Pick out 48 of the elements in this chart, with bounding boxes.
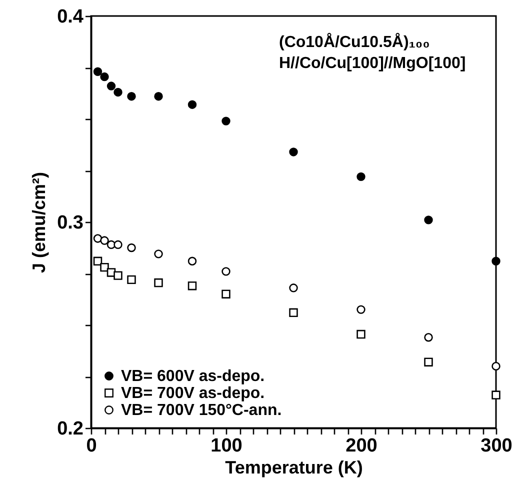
point	[222, 290, 230, 298]
y-axis-title: J (emu/cm²)	[29, 172, 50, 274]
point	[127, 92, 136, 101]
x-tick-label: 200	[346, 436, 378, 456]
point	[222, 267, 230, 276]
annotation: (Co10Å/Cu10.5Å)₁₀₀	[279, 32, 430, 51]
point	[100, 236, 109, 245]
y-tick-label: 0.4	[57, 6, 84, 28]
point	[154, 92, 163, 101]
point	[114, 88, 122, 97]
x-axis-title: Temperature (K)	[225, 458, 363, 478]
point	[289, 308, 298, 317]
x-tick-label: 100	[210, 436, 242, 456]
point	[356, 305, 366, 314]
y-tick-label: 0.3	[57, 212, 84, 234]
point	[424, 333, 433, 342]
point	[222, 116, 230, 126]
point	[289, 284, 298, 292]
x-tick-label: 300	[480, 436, 512, 456]
point	[114, 240, 122, 250]
point	[188, 256, 197, 266]
point	[93, 67, 102, 76]
point	[127, 275, 136, 284]
point	[127, 243, 136, 252]
annotation: H//Co/Cu[100]//MgO[100]	[279, 55, 466, 72]
y-tick-label: 0.2	[57, 418, 84, 440]
legend-label: VB= 700V 150°C-ann.	[121, 402, 282, 419]
point	[93, 256, 102, 266]
point	[93, 234, 102, 243]
point	[424, 216, 433, 224]
legend-label: VB= 700V as-depo.	[121, 385, 265, 402]
point	[356, 172, 366, 182]
point	[100, 262, 109, 272]
point	[106, 82, 116, 90]
point	[188, 282, 197, 290]
point	[154, 250, 163, 258]
point	[188, 100, 197, 109]
point	[492, 390, 500, 400]
point	[492, 256, 500, 266]
legend-label: VB= 600V as-depo.	[121, 368, 265, 385]
point	[424, 358, 433, 366]
point	[492, 362, 500, 371]
point	[356, 330, 366, 339]
x-tick-label: 0	[86, 436, 97, 456]
point	[289, 148, 298, 156]
point	[100, 72, 109, 82]
point	[114, 271, 122, 280]
point	[154, 278, 163, 288]
